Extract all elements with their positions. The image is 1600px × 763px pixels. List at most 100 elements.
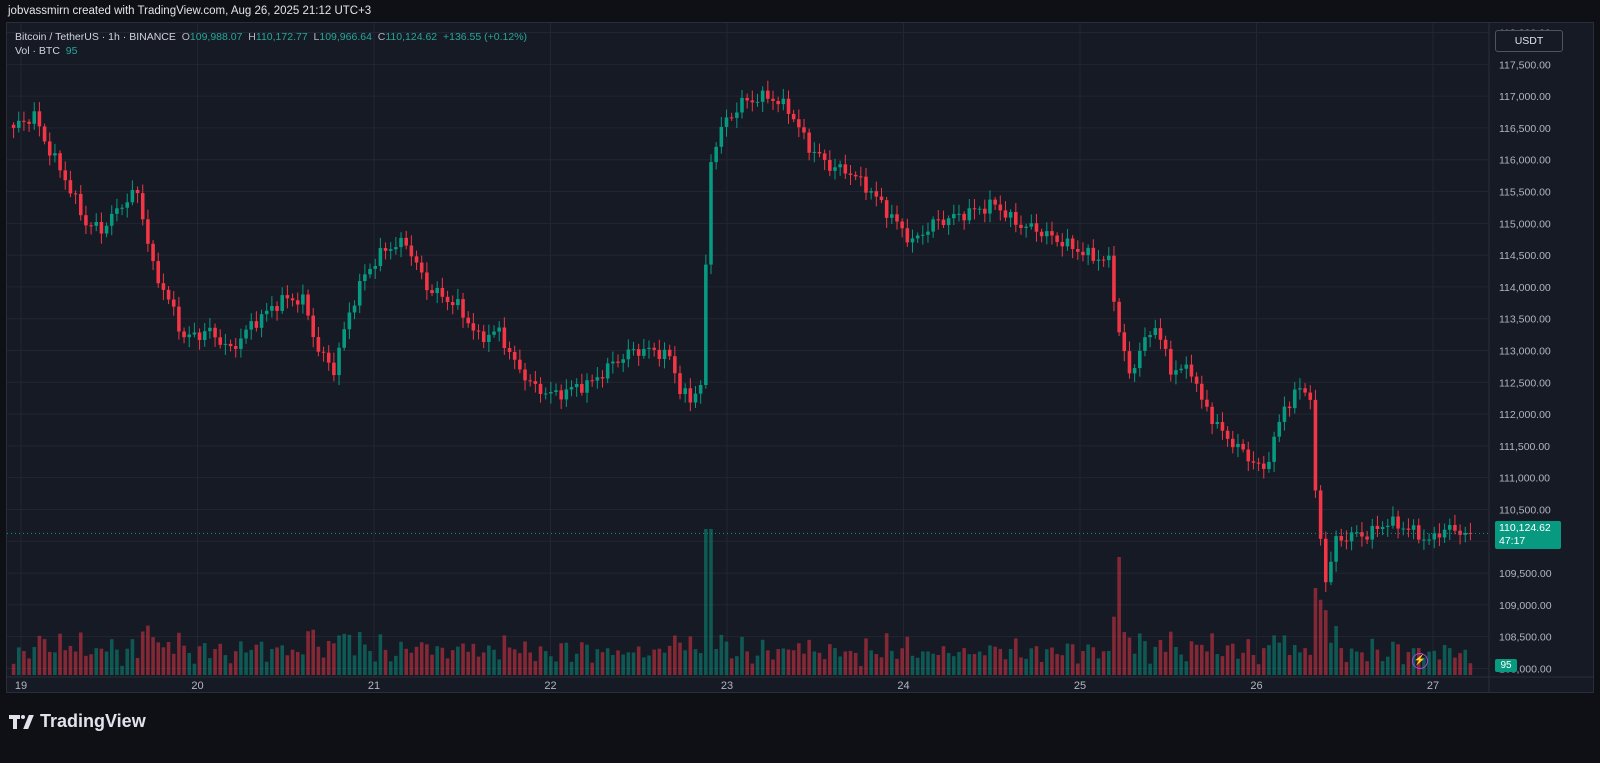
- candle-body: [151, 243, 155, 262]
- volume-bar: [1143, 641, 1147, 675]
- volume-bar: [1076, 663, 1080, 675]
- candle-body: [1251, 461, 1256, 463]
- volume-bar: [275, 647, 279, 675]
- candle-body: [259, 314, 264, 328]
- candle-body: [1019, 224, 1023, 228]
- volume-bar: [853, 652, 858, 675]
- volume-bar: [487, 645, 491, 675]
- candle-body: [228, 343, 233, 347]
- candle-body: [569, 387, 574, 390]
- candle-body: [492, 331, 496, 335]
- candle-body: [1292, 389, 1297, 409]
- open-label: O: [181, 31, 190, 43]
- x-tick-label: 21: [368, 680, 380, 692]
- volume-bar: [910, 655, 915, 675]
- volume-bar: [1292, 644, 1297, 675]
- candle-body: [766, 90, 770, 99]
- candle-body: [399, 237, 403, 248]
- candle-body: [254, 321, 259, 328]
- volume-bar: [140, 631, 145, 675]
- tradingview-logo[interactable]: TradingView: [9, 711, 146, 732]
- volume-bar: [569, 661, 574, 675]
- volume-bar: [440, 647, 445, 675]
- lightning-icon[interactable]: ⚡: [1412, 653, 1428, 669]
- volume-bar: [1029, 648, 1034, 675]
- y-tick-label: 114,500.00: [1499, 250, 1551, 262]
- candle-body: [311, 315, 315, 338]
- candle-body: [533, 381, 538, 384]
- candle-body: [342, 329, 346, 348]
- candle-body: [275, 306, 279, 311]
- candlestick-chart[interactable]: 108,000.00108,500.00109,000.00109,500.00…: [7, 23, 1594, 693]
- candle-body: [94, 222, 99, 226]
- grid: [7, 23, 1489, 677]
- volume-bar: [1019, 657, 1023, 675]
- candle-body: [295, 300, 300, 305]
- candle-body: [1189, 364, 1194, 377]
- x-tick-label: 19: [15, 680, 27, 692]
- volume-bar: [58, 633, 62, 675]
- candle-body: [487, 334, 491, 343]
- volume-bar: [776, 649, 780, 675]
- currency-button[interactable]: USDT: [1495, 30, 1563, 52]
- candle-body: [585, 380, 589, 393]
- candle-body: [549, 392, 553, 394]
- volume-bar: [652, 649, 656, 675]
- volume-bar: [559, 643, 563, 675]
- volume-bar: [621, 654, 625, 675]
- candle-body: [1241, 443, 1245, 450]
- volume-bar: [1174, 647, 1178, 675]
- volume-bar: [1360, 652, 1364, 675]
- volume-bar: [1236, 658, 1240, 675]
- volume-bar: [461, 643, 465, 675]
- volume-bar: [667, 645, 672, 675]
- candle-body: [1024, 226, 1028, 228]
- candle-body: [104, 225, 109, 234]
- volume-bar: [1050, 647, 1054, 675]
- candle-body: [1184, 364, 1189, 369]
- volume-bar: [905, 636, 910, 675]
- candle-body: [771, 98, 775, 101]
- candle-body: [1101, 259, 1106, 261]
- volume-bar: [1406, 652, 1411, 675]
- volume-bar: [16, 647, 21, 675]
- volume-bar: [1375, 649, 1380, 675]
- volume-bar: [1225, 645, 1230, 675]
- candle-body: [1008, 212, 1013, 218]
- symbol-title[interactable]: Bitcoin / TetherUS · 1h · BINANCE: [15, 31, 176, 43]
- volume-bar: [693, 649, 698, 675]
- candle-body: [130, 189, 135, 203]
- candle-body: [879, 196, 884, 201]
- volume-label[interactable]: Vol · BTC: [15, 45, 60, 57]
- volume-bar: [1339, 648, 1344, 675]
- y-tick-label: 115,500.00: [1499, 187, 1551, 199]
- candle-body: [1411, 525, 1416, 530]
- volume-bar: [125, 648, 130, 675]
- candle-body: [900, 221, 904, 229]
- volume-bar: [42, 639, 47, 675]
- volume-bar: [554, 661, 558, 675]
- volume-bar: [1199, 644, 1204, 675]
- close-value: 110,124.62: [385, 31, 438, 43]
- volume-bar: [481, 652, 486, 675]
- candle-body: [404, 237, 408, 246]
- y-tick-label: 116,500.00: [1499, 123, 1551, 135]
- candle-body: [192, 332, 197, 335]
- candle-body: [1354, 532, 1359, 534]
- candle-body: [848, 173, 853, 175]
- candle-body: [574, 383, 579, 388]
- volume-bar: [1081, 650, 1085, 675]
- candle-body: [1427, 539, 1431, 541]
- candle-body: [1277, 421, 1282, 437]
- volume-bar: [1153, 646, 1158, 675]
- candle-body: [1323, 538, 1328, 583]
- volume-bar: [1014, 638, 1018, 675]
- volume-bar: [264, 661, 269, 675]
- volume-bar: [838, 656, 842, 675]
- volume-bar: [1241, 652, 1245, 675]
- candle-body: [967, 208, 972, 221]
- chart-panel[interactable]: 108,000.00 108,500.00 109,000.00 109,500.00…: [6, 22, 1594, 693]
- volume-bar: [1060, 655, 1065, 675]
- candle-body: [332, 362, 336, 376]
- volume-bar: [1329, 642, 1333, 675]
